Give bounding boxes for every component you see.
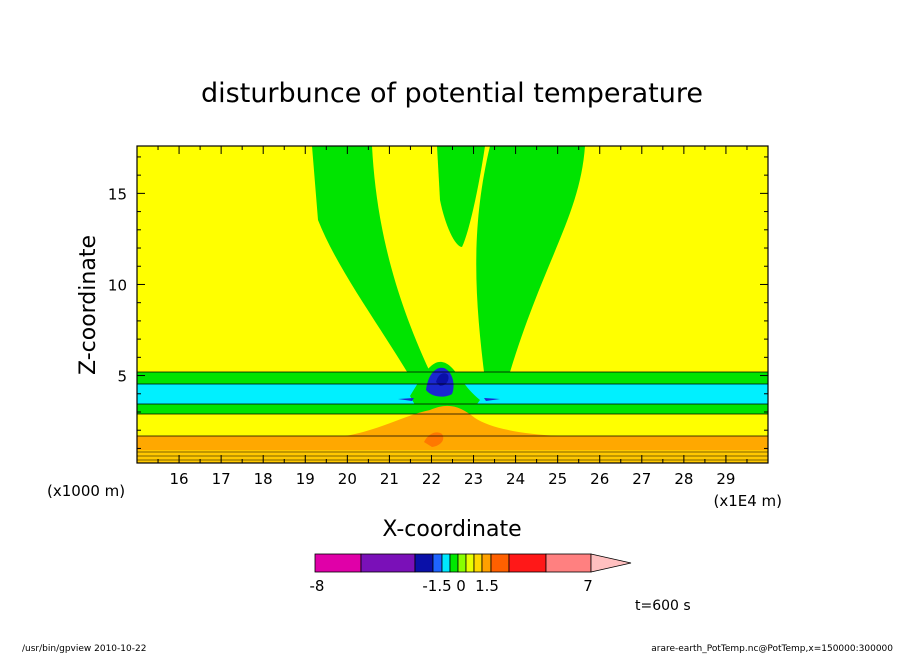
blue-streak-right xyxy=(484,398,500,401)
x-tick-label: 24 xyxy=(506,470,525,488)
x-tick-label: 25 xyxy=(548,470,567,488)
footer-left: /usr/bin/gpview 2010-10-22 xyxy=(22,644,146,654)
x-axis: 16 17 18 19 20 21 22 23 24 25 26 27 28 29 xyxy=(157,146,748,488)
green-plume-right xyxy=(476,146,585,380)
x-tick-label: 29 xyxy=(716,470,735,488)
dark-core xyxy=(436,373,449,386)
y-tick-label: 5 xyxy=(117,368,127,386)
colorbar-segment xyxy=(465,553,475,573)
blue-streak-left xyxy=(398,398,414,401)
colorbar-label: 1.5 xyxy=(475,577,499,595)
colorbar-segment xyxy=(360,553,416,573)
colorbar-segment xyxy=(457,553,467,573)
colorbar-segment xyxy=(508,553,547,573)
x-tick-label: 18 xyxy=(254,470,273,488)
x-tick-label: 23 xyxy=(464,470,483,488)
colorbar-segment xyxy=(441,553,451,573)
x-tick-label: 21 xyxy=(380,470,399,488)
y-axis-title: Z-coordinate xyxy=(76,235,101,375)
green-plume-left xyxy=(312,146,430,380)
colorbar-label: 0 xyxy=(456,577,466,595)
colorbar-segment xyxy=(314,553,362,573)
colorbar-segment xyxy=(490,553,510,573)
x-tick-label: 27 xyxy=(632,470,651,488)
x-tick-label: 16 xyxy=(170,470,189,488)
x-tick-label: 19 xyxy=(296,470,315,488)
time-annotation: t=600 s xyxy=(635,598,691,614)
y-tick-label: 15 xyxy=(108,185,127,203)
x-tick-label: 17 xyxy=(212,470,231,488)
colorbar-label: -8 xyxy=(310,577,325,595)
y-tick-label: 10 xyxy=(108,276,127,294)
x-unit-left-label: (x1000 m) xyxy=(47,482,125,500)
orange-layer xyxy=(137,436,768,450)
colorbar-segment xyxy=(481,553,492,573)
colorbar xyxy=(314,553,632,573)
plot-area xyxy=(136,145,769,464)
x-tick-label: 22 xyxy=(422,470,441,488)
colorbar-extension-arrow xyxy=(590,553,632,573)
x-unit-right-label: (x1E4 m) xyxy=(713,492,782,510)
colorbar-label: -1.5 xyxy=(422,577,451,595)
chart-title: disturbunce of potential temperature xyxy=(201,78,703,109)
colorbar-labels: -8 -1.5 0 1.5 7 xyxy=(310,577,593,595)
colorbar-segment xyxy=(449,553,459,573)
x-tick-label: 20 xyxy=(338,470,357,488)
colorbar-segment xyxy=(545,553,592,573)
colorbar-segment xyxy=(414,553,434,573)
y-axis: 5 10 15 xyxy=(108,156,768,449)
colorbar-segment xyxy=(473,553,483,573)
x-tick-label: 26 xyxy=(590,470,609,488)
footer-right: arare-earth_PotTemp.nc@PotTemp,x=150000:… xyxy=(651,644,893,654)
colorbar-label: 7 xyxy=(583,577,593,595)
green-plume-center xyxy=(437,146,485,247)
orange-bump xyxy=(345,405,560,436)
x-tick-label: 28 xyxy=(674,470,693,488)
x-axis-title: X-coordinate xyxy=(382,517,521,542)
colorbar-segment xyxy=(432,553,443,573)
